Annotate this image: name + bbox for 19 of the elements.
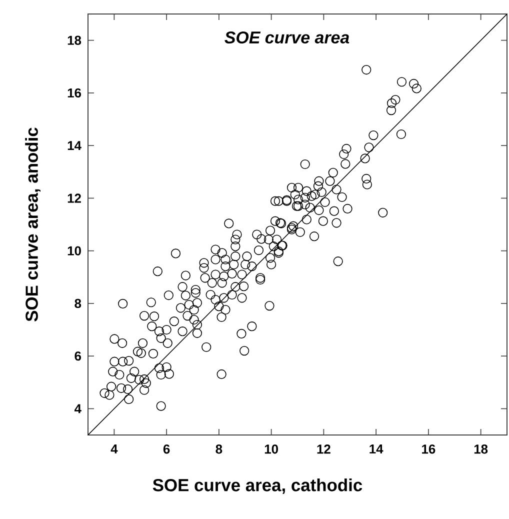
y-tick-label: 8 xyxy=(74,298,82,308)
x-axis-title: SOE curve area, cathodic xyxy=(152,478,362,494)
y-axis-title: SOE curve area, anodic xyxy=(25,128,40,322)
x-tick-label: 10 xyxy=(264,444,278,454)
y-tick-label: 14 xyxy=(68,141,82,150)
x-tick-label: 16 xyxy=(422,444,436,454)
x-tick-label: 8 xyxy=(216,444,222,454)
y-tick-label: 12 xyxy=(68,194,81,203)
y-tick-label: 16 xyxy=(68,88,82,98)
x-tick-label: 6 xyxy=(163,444,170,454)
x-tick-label: 4 xyxy=(110,444,118,454)
y-tick-label: 4 xyxy=(74,404,82,414)
x-tick-label: 12 xyxy=(317,444,330,454)
text: SOE curve area xyxy=(224,31,350,44)
y-tick-label: 6 xyxy=(74,351,82,361)
x-tick-label: 14 xyxy=(370,444,384,454)
y-tick-label: 10 xyxy=(68,246,81,256)
x-tick-label: 18 xyxy=(474,444,488,454)
y-tick-label: 18 xyxy=(68,36,82,45)
